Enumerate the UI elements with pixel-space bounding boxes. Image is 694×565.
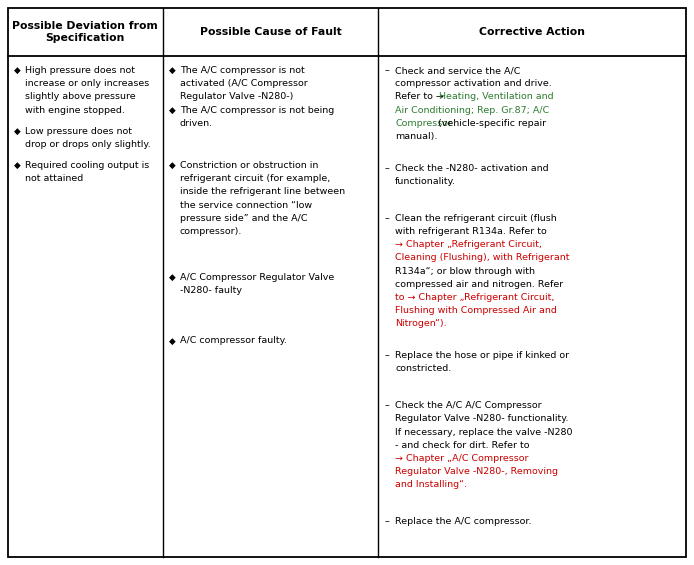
Text: High pressure does not: High pressure does not (25, 66, 135, 75)
Text: R134a“; or blow through with: R134a“; or blow through with (395, 267, 535, 276)
Text: –: – (384, 401, 389, 410)
Text: A/C Compressor Regulator Valve: A/C Compressor Regulator Valve (180, 273, 334, 282)
Text: → Chapter „A/C Compressor: → Chapter „A/C Compressor (395, 454, 529, 463)
Text: with engine stopped.: with engine stopped. (25, 106, 125, 115)
Text: The A/C compressor is not being: The A/C compressor is not being (180, 106, 334, 115)
Text: Check the -N280- activation and: Check the -N280- activation and (395, 164, 549, 173)
Text: ◆: ◆ (14, 66, 21, 75)
Text: A/C compressor faulty.: A/C compressor faulty. (180, 337, 287, 345)
Text: Compressor: Compressor (395, 119, 452, 128)
Text: Refer to →: Refer to → (395, 93, 447, 101)
Text: → Chapter „Refrigerant Circuit,: → Chapter „Refrigerant Circuit, (395, 240, 542, 249)
Text: Regulator Valve -N280-, Removing: Regulator Valve -N280-, Removing (395, 467, 558, 476)
Text: Corrective Action: Corrective Action (479, 27, 585, 37)
Text: refrigerant circuit (for example,: refrigerant circuit (for example, (180, 174, 330, 183)
Text: –: – (384, 66, 389, 75)
Text: ◆: ◆ (169, 161, 176, 170)
Text: compressed air and nitrogen. Refer: compressed air and nitrogen. Refer (395, 280, 564, 289)
Text: compressor).: compressor). (180, 227, 242, 236)
Text: Replace the hose or pipe if kinked or: Replace the hose or pipe if kinked or (395, 351, 569, 360)
Text: to → Chapter „Refrigerant Circuit,: to → Chapter „Refrigerant Circuit, (395, 293, 555, 302)
Text: pressure side” and the A/C: pressure side” and the A/C (180, 214, 307, 223)
Text: Heating, Ventilation and: Heating, Ventilation and (439, 93, 553, 101)
Text: Possible Deviation from
Specification: Possible Deviation from Specification (12, 21, 158, 43)
Text: ◆: ◆ (169, 106, 176, 115)
Text: compressor activation and drive.: compressor activation and drive. (395, 79, 552, 88)
Text: not attained: not attained (25, 174, 83, 183)
Text: driven.: driven. (180, 119, 212, 128)
Text: ◆: ◆ (169, 66, 176, 75)
Text: –: – (384, 164, 389, 173)
Text: drop or drops only slightly.: drop or drops only slightly. (25, 140, 151, 149)
Text: Regulator Valve -N280- functionality.: Regulator Valve -N280- functionality. (395, 414, 568, 423)
Text: and Installing“.: and Installing“. (395, 480, 467, 489)
Text: If necessary, replace the valve -N280: If necessary, replace the valve -N280 (395, 428, 573, 437)
Text: Required cooling output is: Required cooling output is (25, 161, 149, 170)
Text: functionality.: functionality. (395, 177, 456, 186)
Text: increase or only increases: increase or only increases (25, 79, 149, 88)
Text: slightly above pressure: slightly above pressure (25, 93, 135, 101)
Text: Check the A/C A/C Compressor: Check the A/C A/C Compressor (395, 401, 542, 410)
Text: ◆: ◆ (14, 161, 21, 170)
Text: manual).: manual). (395, 132, 437, 141)
Text: Low pressure does not: Low pressure does not (25, 127, 132, 136)
Text: Constriction or obstruction in: Constriction or obstruction in (180, 161, 318, 170)
Text: ◆: ◆ (169, 273, 176, 282)
Text: Check and service the A/C: Check and service the A/C (395, 66, 520, 75)
Text: the service connection “low: the service connection “low (180, 201, 312, 210)
Text: Flushing with Compressed Air and: Flushing with Compressed Air and (395, 306, 557, 315)
Text: activated (A/C Compressor: activated (A/C Compressor (180, 79, 307, 88)
Text: Cleaning (Flushing), with Refrigerant: Cleaning (Flushing), with Refrigerant (395, 253, 570, 262)
Text: Nitrogen“).: Nitrogen“). (395, 319, 447, 328)
Text: constricted.: constricted. (395, 364, 451, 373)
Text: ◆: ◆ (169, 337, 176, 345)
Text: (vehicle-specific repair: (vehicle-specific repair (434, 119, 545, 128)
Text: Replace the A/C compressor.: Replace the A/C compressor. (395, 517, 532, 526)
Text: Air Conditioning; Rep. Gr.87; A/C: Air Conditioning; Rep. Gr.87; A/C (395, 106, 550, 115)
Text: –: – (384, 517, 389, 526)
Text: Regulator Valve -N280-): Regulator Valve -N280-) (180, 93, 293, 101)
Text: with refrigerant R134a. Refer to: with refrigerant R134a. Refer to (395, 227, 547, 236)
Text: Possible Cause of Fault: Possible Cause of Fault (199, 27, 341, 37)
Text: inside the refrigerant line between: inside the refrigerant line between (180, 188, 345, 197)
Text: –: – (384, 214, 389, 223)
Text: - and check for dirt. Refer to: - and check for dirt. Refer to (395, 441, 530, 450)
Text: -N280- faulty: -N280- faulty (180, 286, 242, 295)
Text: The A/C compressor is not: The A/C compressor is not (180, 66, 305, 75)
Text: Clean the refrigerant circuit (flush: Clean the refrigerant circuit (flush (395, 214, 557, 223)
Text: ◆: ◆ (14, 127, 21, 136)
Text: –: – (384, 351, 389, 360)
